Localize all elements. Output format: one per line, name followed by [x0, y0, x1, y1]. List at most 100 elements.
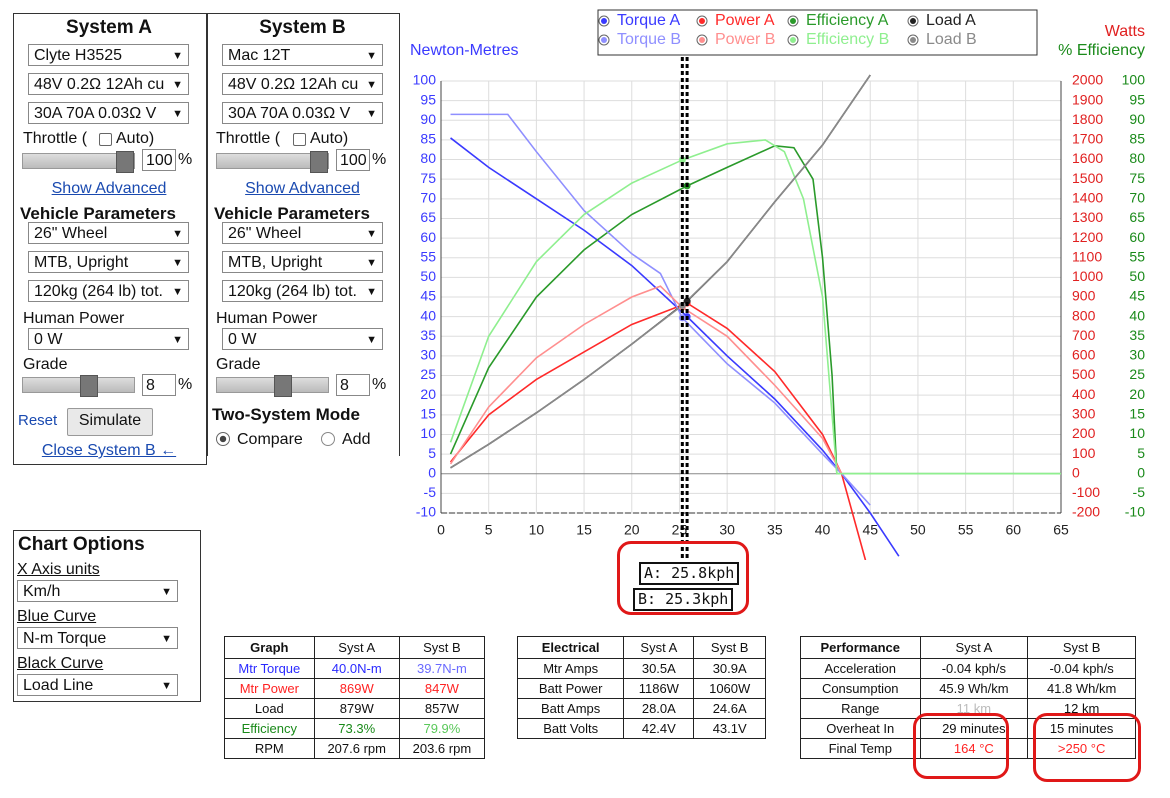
y3-tick-label: 30: [1129, 347, 1145, 363]
x-tick-label: 35: [767, 522, 783, 538]
table-header: Syst B: [693, 636, 766, 659]
select[interactable]: 48V 0.2Ω 12Ah cu: [222, 73, 383, 95]
select[interactable]: Mac 12T: [222, 44, 383, 66]
input[interactable]: 8: [142, 374, 176, 396]
select[interactable]: 30A 70A 0.03Ω V: [28, 102, 189, 124]
radio[interactable]: [216, 432, 230, 446]
y3-tick-label: 20: [1129, 386, 1145, 402]
select[interactable]: Clyte H3525: [28, 44, 189, 66]
table-cell: >250 °C: [1027, 738, 1136, 759]
select[interactable]: Load Line: [17, 674, 178, 696]
cursor-dot: [683, 297, 691, 305]
table-cell: 30.9A: [693, 658, 766, 679]
input[interactable]: 8: [336, 374, 370, 396]
y3-tick-label: 50: [1129, 268, 1145, 284]
unit: %: [178, 376, 193, 393]
table-cell: Consumption: [800, 678, 921, 699]
legend-label: Torque A: [617, 12, 680, 29]
y2-tick-label: 1200: [1072, 229, 1103, 245]
graph-table: Graph Syst A Syst B Mtr Torque 40.0N-m 39.7N-…: [224, 636, 486, 759]
y-tick-label: 35: [420, 327, 436, 343]
y2-tick-label: 1700: [1072, 131, 1103, 147]
y3-tick-label: 65: [1129, 209, 1145, 225]
select[interactable]: N-m Torque: [17, 627, 178, 649]
table-cell: 40.0N-m: [313, 658, 400, 679]
unit: %: [372, 151, 387, 168]
link[interactable]: Close System B ←: [41, 442, 177, 459]
label: Throttle (: [23, 130, 88, 147]
slider-knob[interactable]: [80, 375, 98, 397]
series-line: [450, 74, 871, 469]
legend-box: [597, 9, 1038, 56]
select[interactable]: 0 W: [222, 328, 383, 350]
legend-dot: [910, 18, 916, 24]
y-tick-label: 10: [420, 425, 436, 441]
y-tick-label: -10: [416, 504, 436, 520]
series-line: [449, 139, 1061, 475]
y-tick-label: 80: [420, 150, 436, 166]
y2-tick-label: 500: [1072, 366, 1096, 382]
y3-tick-label: 100: [1122, 72, 1146, 88]
system-a-panel: [13, 13, 207, 465]
select[interactable]: 26" Wheel: [28, 222, 189, 244]
table-cell: -0.04 kph/s: [919, 658, 1029, 679]
table-cell: 857W: [398, 698, 486, 719]
select[interactable]: Km/h: [17, 580, 178, 602]
button[interactable]: Simulate: [67, 408, 153, 436]
slider-knob[interactable]: [116, 151, 134, 173]
link[interactable]: Show Advanced: [51, 180, 167, 197]
select[interactable]: 48V 0.2Ω 12Ah cu: [28, 73, 189, 95]
series-line: [449, 285, 843, 475]
y-tick-label: 5: [428, 445, 436, 461]
table-cell: 24.6A: [693, 698, 766, 719]
legend-dot: [910, 37, 916, 43]
table-cell: Mtr Amps: [516, 658, 625, 679]
legend-label: Efficiency A: [806, 12, 889, 29]
section-title: Vehicle Parameters: [20, 204, 176, 223]
select[interactable]: 120kg (264 lb) tot.: [28, 280, 189, 302]
y2-tick-label: 1800: [1072, 111, 1103, 127]
cursor-label: A: 25.8kph: [639, 562, 740, 585]
y3-tick-label: 25: [1129, 366, 1145, 382]
label: Compare: [237, 431, 303, 448]
table-cell: -0.04 kph/s: [1027, 658, 1136, 679]
select[interactable]: MTB, Upright: [222, 251, 383, 273]
select[interactable]: MTB, Upright: [28, 251, 189, 273]
select[interactable]: 0 W: [28, 328, 189, 350]
table-cell: Acceleration: [800, 658, 921, 679]
y2-tick-label: 1100: [1072, 248, 1102, 264]
slider[interactable]: [216, 153, 329, 169]
slider[interactable]: [22, 377, 135, 393]
link[interactable]: Reset: [18, 412, 58, 429]
select[interactable]: 120kg (264 lb) tot.: [222, 280, 383, 302]
y2-tick-label: 200: [1072, 425, 1096, 441]
slider-knob[interactable]: [274, 375, 292, 397]
x-tick-label: 55: [958, 522, 974, 538]
y2-tick-label: 300: [1072, 406, 1096, 422]
table-cell: 45.9 Wh/km: [919, 678, 1029, 699]
y-tick-label: 0: [428, 464, 436, 480]
checkbox[interactable]: [99, 133, 112, 146]
table-header: Syst A: [623, 636, 695, 659]
input[interactable]: 100: [336, 149, 370, 171]
slider[interactable]: [216, 377, 329, 393]
checkbox[interactable]: [293, 133, 306, 146]
table-cell: 1060W: [693, 678, 766, 699]
y-tick-label: 55: [420, 248, 436, 264]
table-cell: 879W: [313, 698, 400, 719]
radio[interactable]: [321, 432, 335, 446]
link[interactable]: Show Advanced: [245, 180, 360, 197]
slider[interactable]: [22, 153, 135, 169]
select[interactable]: 30A 70A 0.03Ω V: [222, 102, 383, 124]
label: Human Power: [216, 310, 318, 327]
y2-tick-label: 600: [1072, 347, 1096, 363]
y-tick-label: 15: [420, 406, 436, 422]
select[interactable]: 26" Wheel: [222, 222, 383, 244]
input[interactable]: 100: [142, 149, 176, 171]
table-header: Syst A: [919, 636, 1029, 659]
annotation-ring: [617, 541, 749, 615]
y-tick-label: 70: [420, 190, 436, 206]
label: Auto): [310, 130, 349, 147]
slider-knob[interactable]: [310, 151, 328, 173]
y3-tick-label: -10: [1125, 504, 1145, 520]
